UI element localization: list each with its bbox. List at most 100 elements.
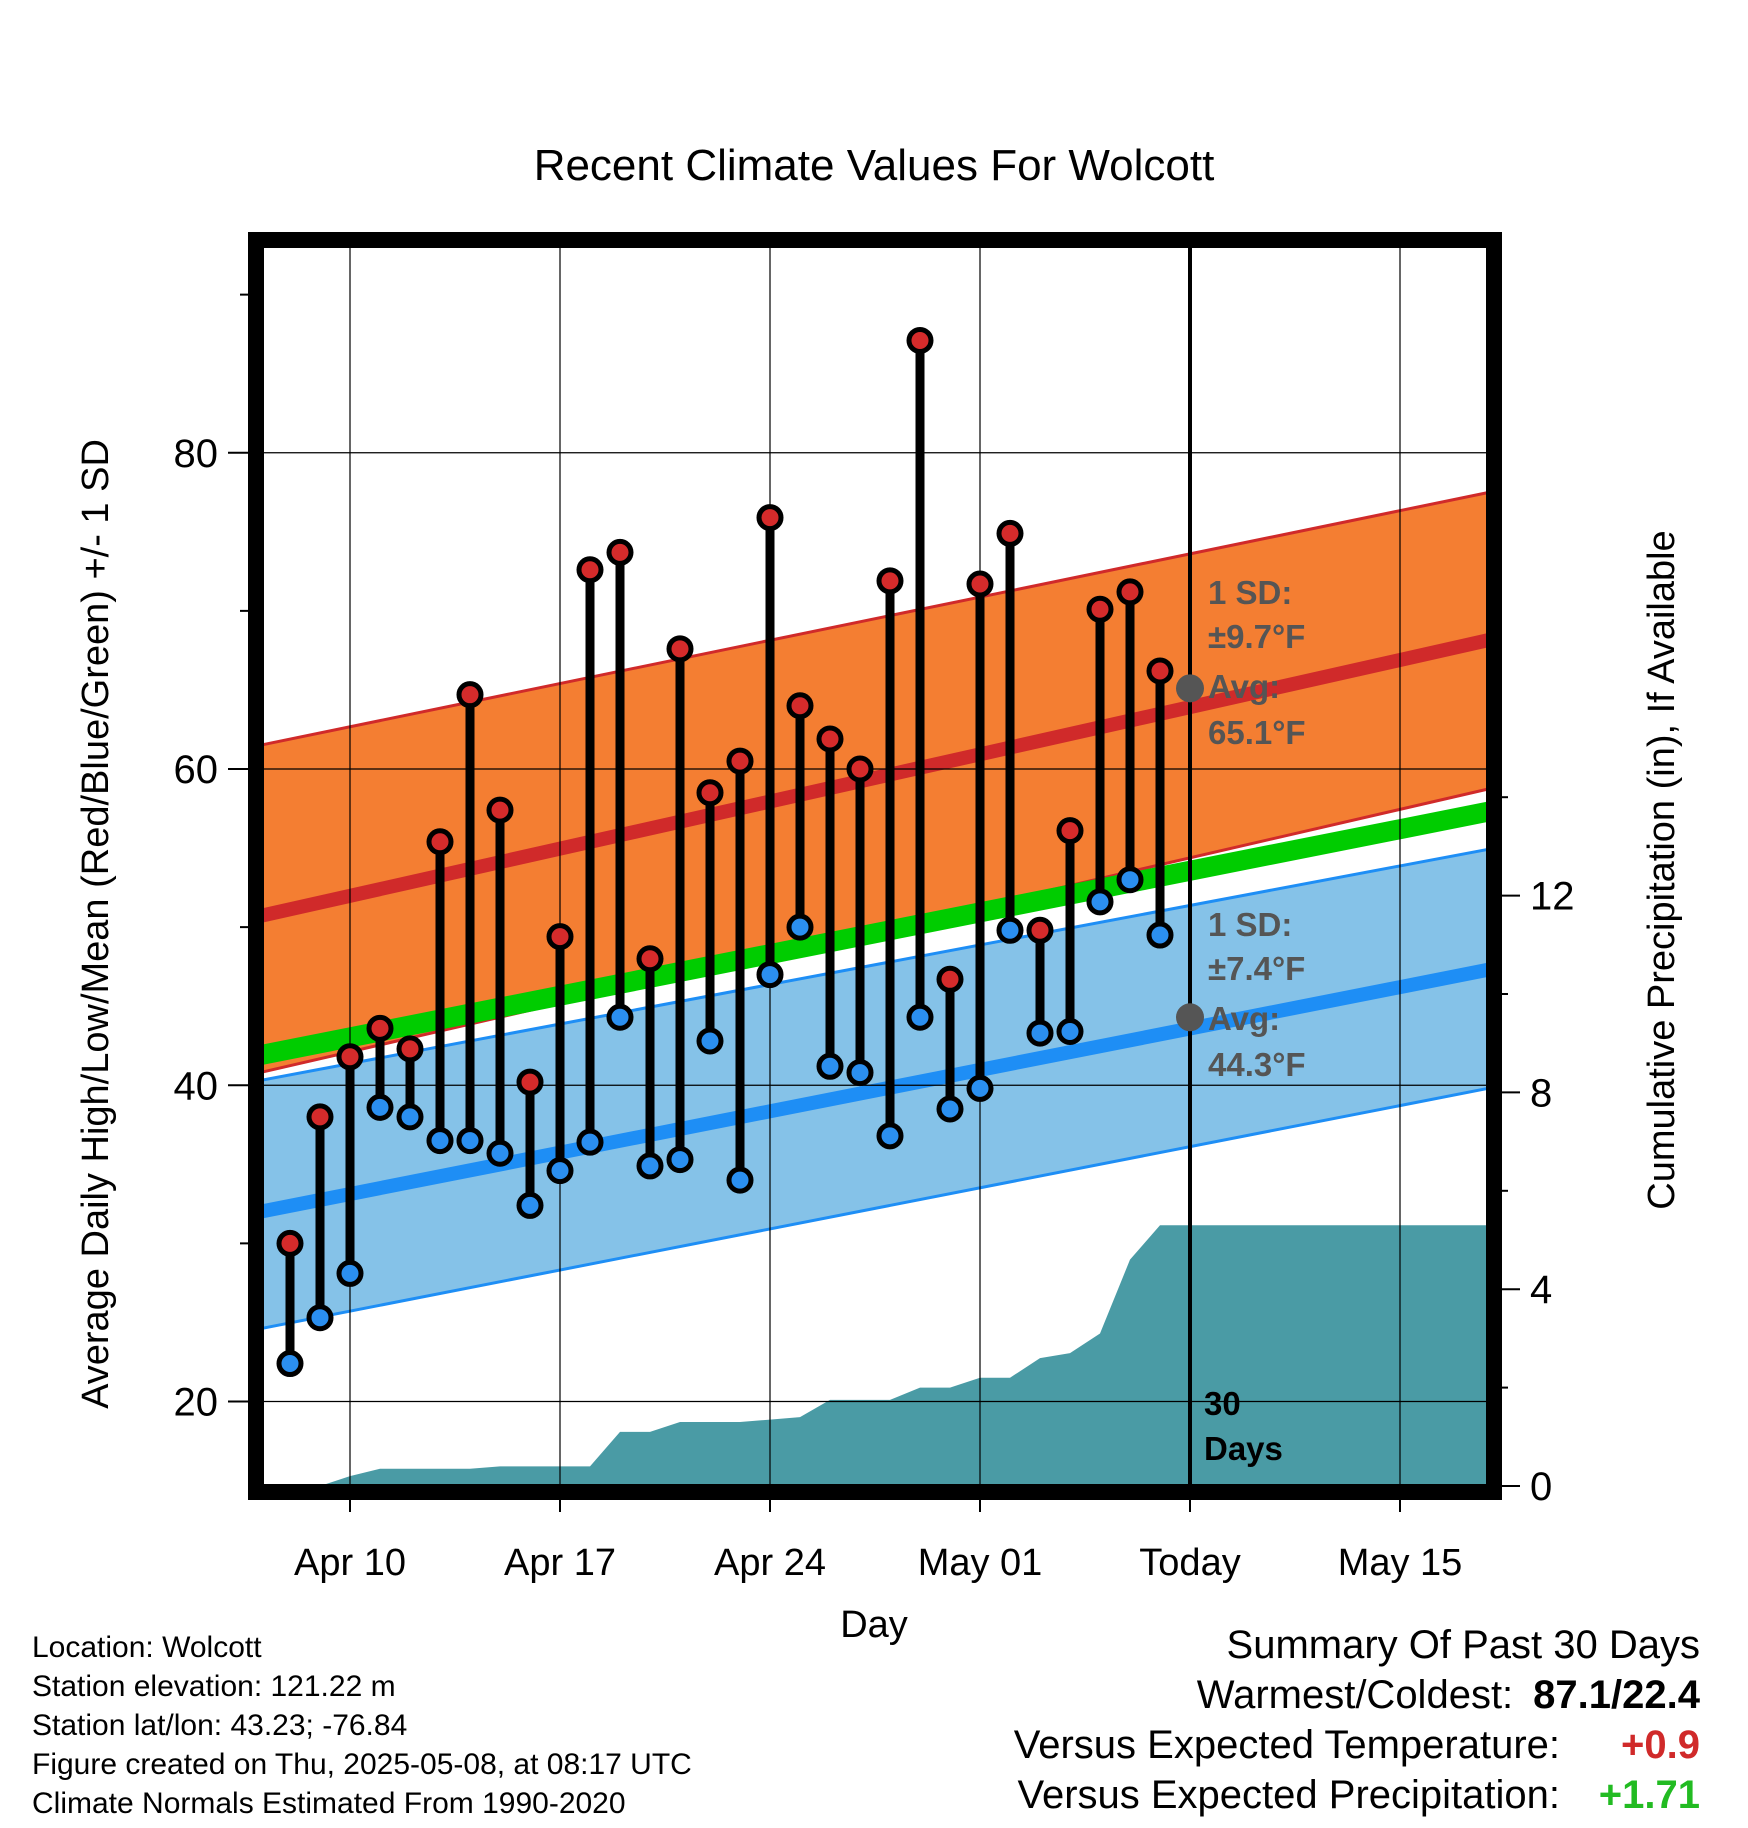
daily-high-point bbox=[996, 519, 1024, 547]
created-text: Figure created on Thu, 2025-05-08, at 08… bbox=[32, 1748, 692, 1781]
x-tick-label: Today bbox=[1139, 1542, 1240, 1584]
daily-low-point bbox=[1026, 1019, 1054, 1047]
x-tick-label: Apr 24 bbox=[714, 1542, 826, 1584]
daily-low-point bbox=[1086, 888, 1114, 916]
daily-high-point bbox=[936, 965, 964, 993]
daily-low-point bbox=[336, 1259, 364, 1287]
plot-area: 1 SD: ±9.7°F Avg: 65.1°F 1 SD: ±7.4°F Avg: 44.3… bbox=[174, 232, 1575, 1584]
x-tick-label: May 15 bbox=[1338, 1542, 1463, 1584]
daily-low-point bbox=[486, 1139, 514, 1167]
daily-high-point bbox=[1116, 578, 1144, 606]
daily-high-point bbox=[756, 504, 784, 532]
low-sd-label: 1 SD: bbox=[1208, 906, 1292, 943]
daily-low-point bbox=[276, 1350, 304, 1378]
warm-cold-value: 87.1/22.4 bbox=[1533, 1673, 1700, 1717]
y-axis-label: Average Daily High/Low/Mean (Red/Blue/Gr… bbox=[75, 439, 117, 1409]
daily-high-point bbox=[846, 755, 874, 783]
daily-high-point bbox=[366, 1014, 394, 1042]
daily-low-point bbox=[906, 1003, 934, 1031]
plot-frame bbox=[248, 232, 1502, 1500]
daily-high-point bbox=[1056, 817, 1084, 845]
y-tick-label: 20 bbox=[174, 1381, 219, 1425]
days-label-number: 30 bbox=[1204, 1385, 1241, 1422]
daily-high-point bbox=[276, 1229, 304, 1257]
low-avg-value: 44.3°F bbox=[1208, 1046, 1306, 1083]
daily-low-point bbox=[366, 1093, 394, 1121]
daily-low-point bbox=[606, 1003, 634, 1031]
daily-high-point bbox=[816, 725, 844, 753]
today-high-avg-marker bbox=[1176, 674, 1204, 703]
daily-low-point bbox=[636, 1152, 664, 1180]
y-tick-label: 40 bbox=[174, 1064, 219, 1108]
daily-low-point bbox=[546, 1157, 574, 1185]
precip-row: Versus Expected Precipitation: +1.71 bbox=[1014, 1770, 1700, 1820]
x-tick-label: May 01 bbox=[918, 1542, 1043, 1584]
elevation-text: Station elevation: 121.22 m bbox=[32, 1670, 396, 1703]
daily-high-point bbox=[726, 747, 754, 775]
daily-low-point bbox=[996, 916, 1024, 944]
y2-axis-label: Cumulative Precipitation (in), If Availa… bbox=[1641, 530, 1683, 1209]
chart-title: Recent Climate Values For Wolcott bbox=[534, 141, 1215, 190]
daily-high-point bbox=[456, 681, 484, 709]
precip-label: Versus Expected Precipitation: bbox=[1017, 1773, 1560, 1817]
summary-heading: Summary Of Past 30 Days bbox=[1226, 1623, 1700, 1667]
plot-inner bbox=[262, 246, 1488, 1486]
daily-low-point bbox=[1056, 1017, 1084, 1045]
daily-low-point bbox=[936, 1095, 964, 1123]
y-tick-label: 80 bbox=[174, 432, 219, 476]
daily-low-point bbox=[516, 1191, 544, 1219]
daily-high-point bbox=[306, 1103, 334, 1131]
temp-label: Versus Expected Temperature: bbox=[1013, 1723, 1560, 1767]
daily-high-point bbox=[696, 779, 724, 807]
precip-area bbox=[262, 1225, 1488, 1486]
station-info: Location: Wolcott Station elevation: 121… bbox=[32, 1628, 692, 1823]
daily-low-point bbox=[456, 1127, 484, 1155]
daily-high-point bbox=[786, 692, 814, 720]
daily-high-point bbox=[336, 1043, 364, 1071]
high-avg-label: Avg: bbox=[1208, 668, 1280, 705]
daily-high-point bbox=[1086, 595, 1114, 623]
low-sd-value: ±7.4°F bbox=[1208, 950, 1305, 987]
temp-value: +0.9 bbox=[1621, 1723, 1700, 1767]
low-lower-line bbox=[262, 1086, 1488, 1330]
high-avg-value: 65.1°F bbox=[1208, 714, 1306, 751]
daily-low-point bbox=[1116, 866, 1144, 894]
daily-high-point bbox=[1146, 657, 1174, 685]
x-tick-label: Apr 17 bbox=[504, 1542, 616, 1584]
daily-high-point bbox=[966, 570, 994, 598]
y2-tick-label: 4 bbox=[1530, 1268, 1552, 1312]
daily-low-point bbox=[876, 1122, 904, 1150]
normals-text: Climate Normals Estimated From 1990-2020 bbox=[32, 1787, 626, 1820]
location-text: Location: Wolcott bbox=[32, 1631, 262, 1664]
days-label-text: Days bbox=[1204, 1430, 1283, 1467]
y2-tick-label: 12 bbox=[1530, 875, 1575, 919]
daily-low-point bbox=[696, 1027, 724, 1055]
temp-row: Versus Expected Temperature: +0.9 bbox=[1014, 1720, 1700, 1770]
daily-high-point bbox=[396, 1035, 424, 1063]
daily-low-point bbox=[666, 1146, 694, 1174]
daily-high-point bbox=[426, 828, 454, 856]
daily-high-point bbox=[606, 538, 634, 566]
daily-low-point bbox=[396, 1103, 424, 1131]
daily-low-point bbox=[786, 913, 814, 941]
precip-value: +1.71 bbox=[1598, 1773, 1700, 1817]
x-tick-label: Apr 10 bbox=[294, 1542, 406, 1584]
latlon-text: Station lat/lon: 43.23; -76.84 bbox=[32, 1709, 408, 1742]
daily-high-point bbox=[876, 567, 904, 595]
x-axis-label: Day bbox=[840, 1604, 908, 1646]
daily-high-point bbox=[516, 1068, 544, 1096]
daily-low-point bbox=[576, 1128, 604, 1156]
summary-panel: Summary Of Past 30 Days Warmest/Coldest:… bbox=[1014, 1620, 1700, 1820]
daily-low-point bbox=[306, 1304, 334, 1332]
y2-tick-label: 8 bbox=[1530, 1071, 1552, 1115]
warm-cold-row: Warmest/Coldest: 87.1/22.4 bbox=[1014, 1670, 1700, 1720]
daily-low-point bbox=[816, 1052, 844, 1080]
low-avg-label: Avg: bbox=[1208, 1000, 1280, 1037]
daily-high-point bbox=[636, 945, 664, 973]
today-low-avg-marker bbox=[1176, 1003, 1204, 1032]
daily-high-point bbox=[1026, 916, 1054, 944]
daily-low-point bbox=[846, 1059, 874, 1087]
daily-high-point bbox=[546, 923, 574, 951]
daily-high-point bbox=[486, 796, 514, 824]
